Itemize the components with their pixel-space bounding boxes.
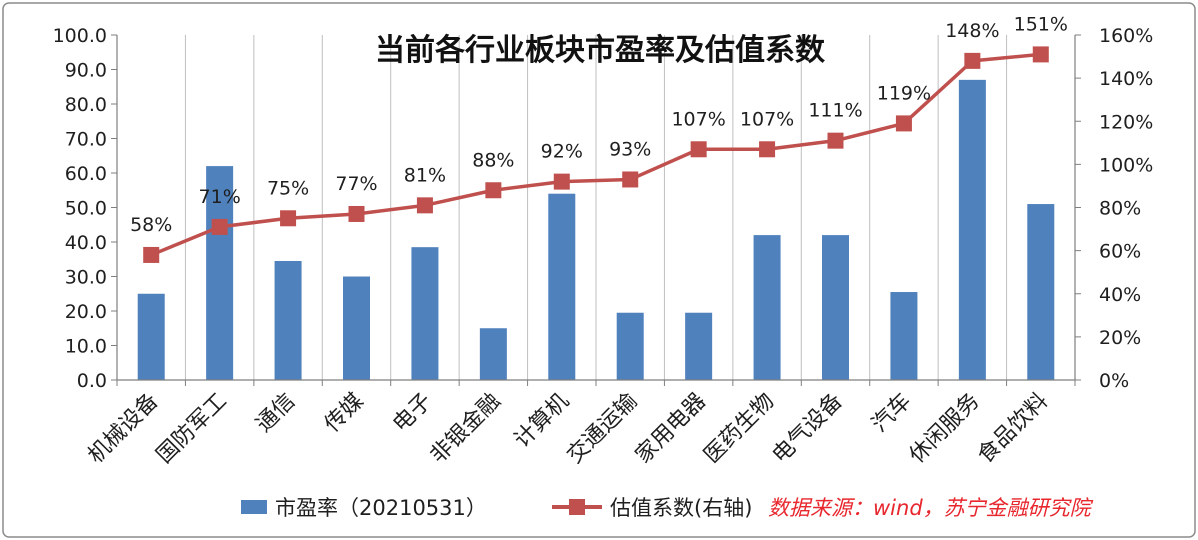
- left-tick-label: 60.0: [65, 163, 107, 185]
- data-label: 148%: [945, 20, 999, 42]
- line-marker: [416, 197, 433, 214]
- bar: [753, 235, 781, 380]
- line-series: [143, 46, 1049, 263]
- line-marker: [211, 218, 228, 235]
- bar: [206, 166, 234, 380]
- data-label: 151%: [1014, 13, 1068, 35]
- line-marker: [348, 205, 365, 222]
- data-label: 111%: [808, 100, 862, 122]
- line-marker: [690, 141, 707, 158]
- bar: [137, 293, 165, 380]
- line-marker: [895, 115, 912, 132]
- bar: [1027, 204, 1055, 380]
- data-label: 75%: [267, 177, 309, 199]
- bar: [479, 328, 507, 380]
- right-tick-label: 40%: [1099, 284, 1141, 306]
- chart-title: 当前各行业板块市盈率及估值系数: [375, 33, 826, 68]
- bar: [548, 193, 576, 380]
- bar: [411, 247, 439, 380]
- right-tick-label: 160%: [1099, 25, 1153, 47]
- line-marker: [759, 141, 776, 158]
- legend-line-label: 估值系数(右轴): [610, 496, 752, 520]
- left-tick-label: 100.0: [53, 25, 107, 47]
- line-marker: [143, 246, 160, 263]
- left-tick-label: 30.0: [65, 267, 107, 289]
- source-note: 数据来源：wind，苏宁金融研究院: [768, 496, 1094, 520]
- legend-bar-label: 市盈率（20210531）: [275, 496, 487, 520]
- left-tick-label: 10.0: [65, 336, 107, 358]
- right-tick-label: 60%: [1099, 241, 1141, 263]
- line-marker: [485, 182, 502, 199]
- legend-line-marker: [569, 499, 585, 515]
- data-label: 92%: [541, 141, 583, 163]
- right-tick-label: 0%: [1099, 370, 1129, 392]
- data-label: 88%: [472, 149, 514, 171]
- left-tick-label: 0.0: [77, 370, 107, 392]
- bar: [890, 292, 918, 380]
- legend-bar-swatch: [241, 500, 267, 514]
- line-marker: [827, 132, 844, 149]
- data-labels: 58% 71% 75% 77% 81% 88% 92% 93% 107% 107% 111% 119%…: [130, 13, 1068, 236]
- left-tick-label: 80.0: [65, 94, 107, 116]
- line-marker: [964, 52, 981, 69]
- bar-series: [137, 79, 1055, 380]
- legend: 市盈率（20210531） 估值系数(右轴) 数据来源：wind，苏宁金融研究院: [241, 496, 1094, 520]
- data-label: 58%: [130, 214, 172, 236]
- left-tick-label: 50.0: [65, 198, 107, 220]
- data-label: 81%: [404, 164, 446, 186]
- bar: [685, 312, 713, 380]
- bar: [343, 276, 370, 380]
- data-label: 119%: [877, 82, 931, 104]
- bar: [274, 260, 302, 380]
- data-label: 93%: [609, 138, 651, 160]
- left-tick-label: 70.0: [65, 129, 107, 151]
- right-tick-label: 140%: [1099, 68, 1153, 90]
- data-label: 107%: [740, 108, 794, 130]
- line-marker: [1032, 46, 1049, 63]
- bar: [616, 312, 644, 380]
- right-tick-label: 20%: [1099, 327, 1141, 349]
- right-tick-label: 100%: [1099, 154, 1153, 176]
- left-axis-ticks: 0.0 10.0 20.0 30.0 40.0 50.0 60.0 70.0 80.0 90.0 1…: [53, 25, 117, 392]
- line-marker: [553, 173, 570, 190]
- left-tick-label: 90.0: [65, 60, 107, 82]
- line-marker: [622, 171, 639, 188]
- data-label: 71%: [199, 186, 241, 208]
- bar: [958, 79, 986, 380]
- line-path: [150, 52, 1041, 257]
- line-marker: [280, 210, 297, 227]
- right-tick-label: 120%: [1099, 111, 1153, 133]
- right-tick-label: 80%: [1099, 198, 1141, 220]
- left-tick-label: 20.0: [65, 301, 107, 323]
- right-axis-ticks: 0% 20% 40% 60% 80% 100% 120% 140% 160%: [1075, 25, 1153, 392]
- data-label: 77%: [335, 173, 377, 195]
- bar: [822, 235, 849, 380]
- left-tick-label: 40.0: [65, 232, 107, 254]
- data-label: 107%: [671, 108, 725, 130]
